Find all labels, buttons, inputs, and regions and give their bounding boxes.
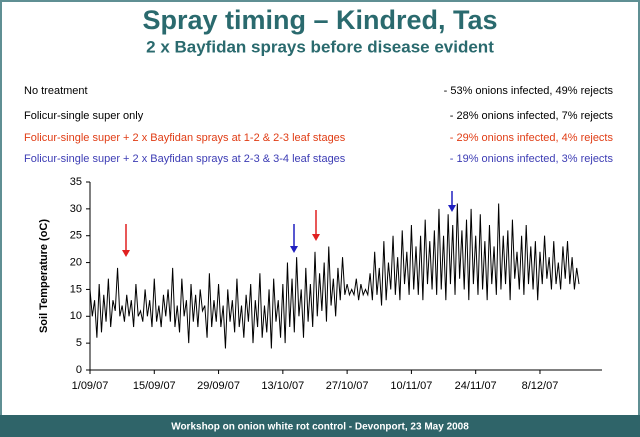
treatment-result: - 19% onions infected, 3% rejects <box>450 153 614 165</box>
title: Spray timing – Kindred, Tas <box>142 5 497 35</box>
x-tick-label: 10/11/07 <box>390 380 432 392</box>
arrow-head <box>122 250 130 257</box>
arrow-head <box>448 205 456 212</box>
y-tick-label: 25 <box>70 230 82 242</box>
footer: Workshop on onion white rot control - De… <box>171 422 469 433</box>
temperature-line <box>89 203 580 349</box>
y-tick-label: 35 <box>70 176 82 188</box>
treatment-name: Folicur-single super + 2 x Bayfidan spra… <box>24 132 346 144</box>
x-tick-label: 24/11/07 <box>455 380 497 392</box>
x-tick-label: 8/12/07 <box>522 380 559 392</box>
y-axis-label: Soil Temperature (oC) <box>38 219 50 333</box>
y-tick-label: 0 <box>76 364 82 376</box>
treatment-name: No treatment <box>24 85 88 97</box>
x-tick-label: 13/10/07 <box>261 380 304 392</box>
treatment-list: No treatment - 53% onions infected, 49% r… <box>24 85 613 165</box>
y-tick-label: 15 <box>70 283 82 295</box>
x-tick-label: 27/10/07 <box>326 380 369 392</box>
y-tick-label: 5 <box>76 337 82 349</box>
footer-bar <box>0 415 640 437</box>
x-tick-label: 1/09/07 <box>72 380 109 392</box>
y-tick-label: 30 <box>70 203 82 215</box>
chart: 0 5 10 15 20 25 30 35 1/09/07 15/09/07 29/09/07 13/… <box>38 176 602 392</box>
x-tick-label: 15/09/07 <box>133 380 176 392</box>
treatment-result: - 28% onions infected, 7% rejects <box>450 110 614 122</box>
x-tick-label: 29/09/07 <box>197 380 240 392</box>
spray-arrows <box>122 191 456 257</box>
arrow-head <box>312 234 320 241</box>
y-tick-label: 20 <box>70 256 82 268</box>
arrow-head <box>290 246 298 253</box>
treatment-name: Folicur-single super + 2 x Bayfidan spra… <box>24 153 346 165</box>
subtitle: 2 x Bayfidan sprays before disease evide… <box>146 37 494 56</box>
treatment-name: Folicur-single super only <box>24 110 144 122</box>
treatment-result: - 53% onions infected, 49% rejects <box>444 85 614 97</box>
y-tick-label: 10 <box>70 310 82 322</box>
treatment-result: - 29% onions infected, 4% rejects <box>450 132 614 144</box>
